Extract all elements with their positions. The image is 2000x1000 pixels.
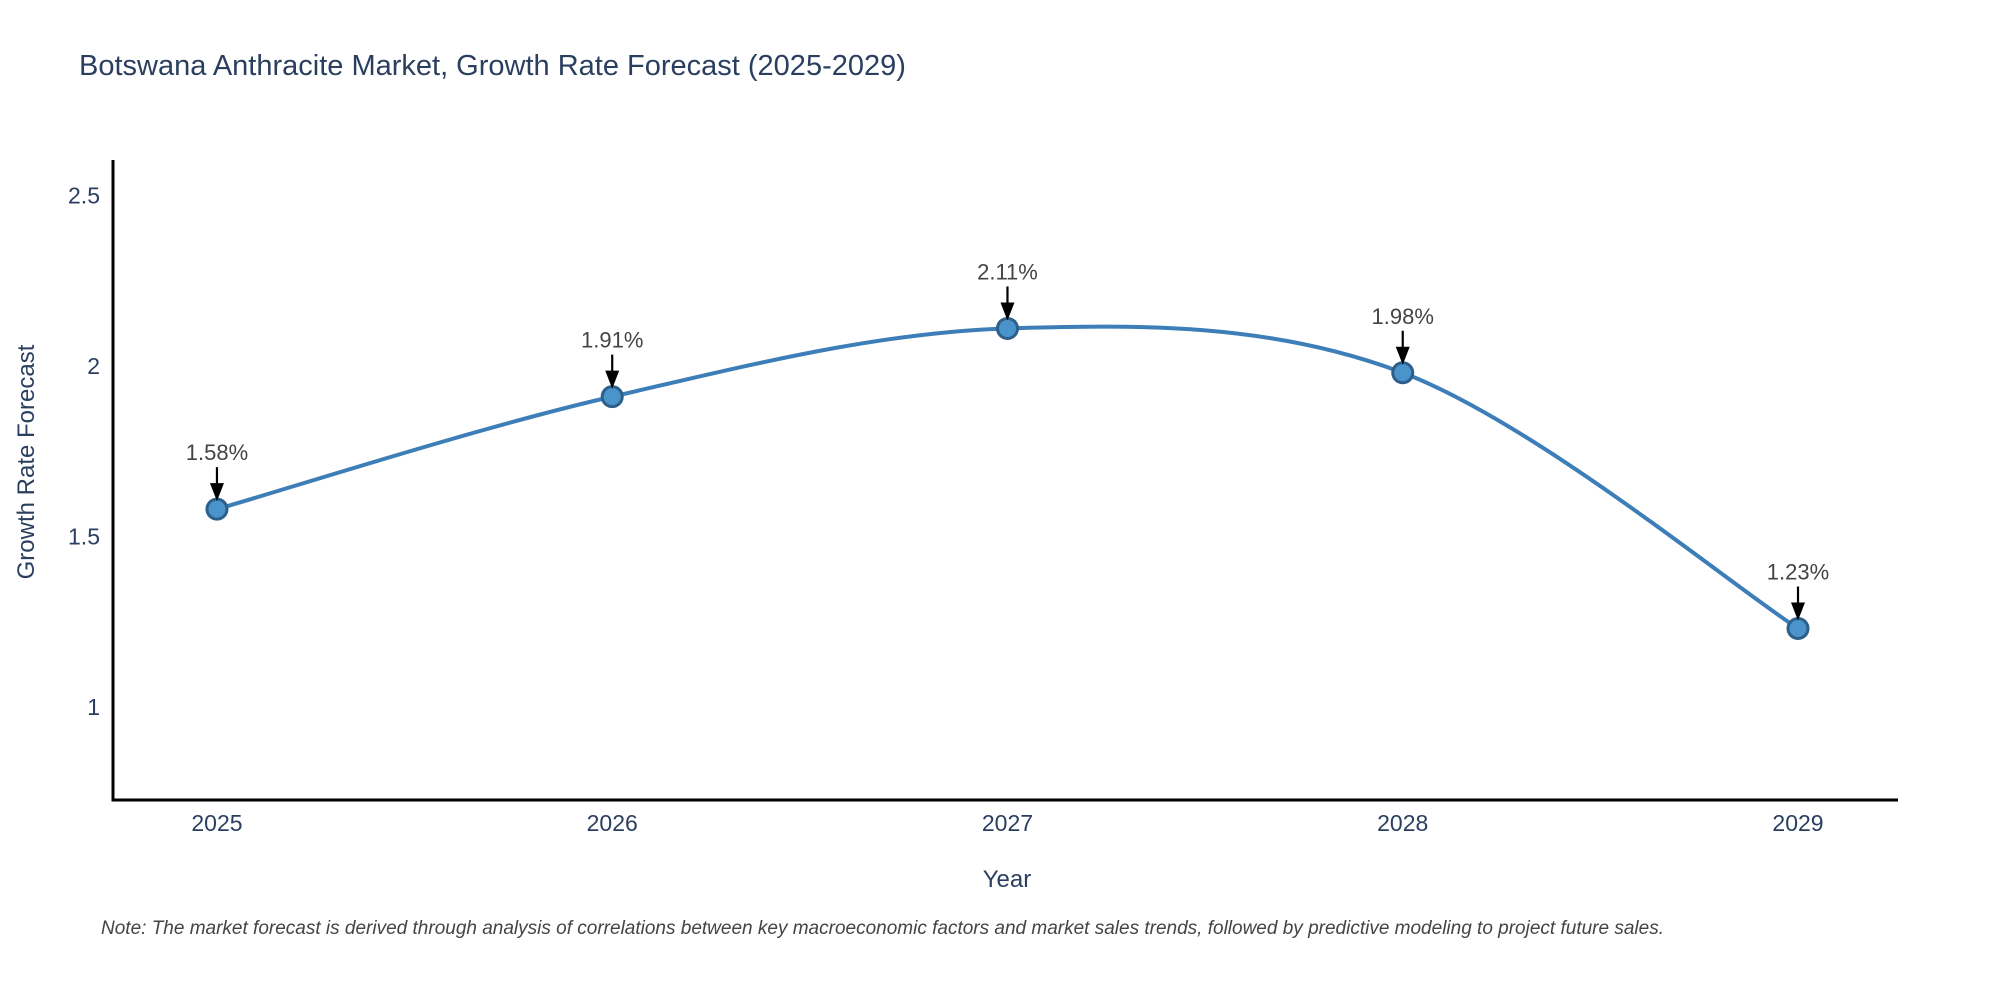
data-point-marker[interactable] [1786,616,1810,640]
footnote: Note: The market forecast is derived thr… [101,918,1664,939]
arrow-down-icon [605,370,620,389]
data-point-marker[interactable] [995,316,1019,340]
data-point-marker[interactable] [205,497,229,521]
arrow-down-icon [209,483,224,502]
data-point-marker[interactable] [1391,361,1415,385]
data-point-label: 1.98% [1372,304,1434,329]
x-tick-label: 2029 [1772,810,1823,836]
chart-title: Botswana Anthracite Market, Growth Rate … [79,50,906,82]
y-tick-label: 1.5 [68,523,100,549]
forecast-line [214,324,1800,631]
x-tick-label: 2027 [982,810,1033,836]
x-tick-label: 2025 [191,810,242,836]
y-axis-title: Growth Rate Forecast [13,344,40,580]
data-point-label: 1.23% [1767,559,1829,584]
x-tick-label: 2026 [587,810,638,836]
y-tick-label: 2.5 [68,182,100,208]
data-point-label: 1.91% [581,328,643,353]
y-tick-label: 2 [87,353,100,379]
arrow-down-icon [1000,302,1015,321]
data-point-label: 2.11% [977,259,1038,284]
data-point-marker[interactable] [600,385,624,409]
arrow-down-icon [1395,346,1410,365]
x-axis-title: Year [982,866,1032,893]
data-point-label: 1.58% [186,440,248,465]
arrow-down-icon [1790,602,1805,621]
y-tick-label: 1 [87,694,100,720]
x-tick-label: 2028 [1377,810,1428,836]
